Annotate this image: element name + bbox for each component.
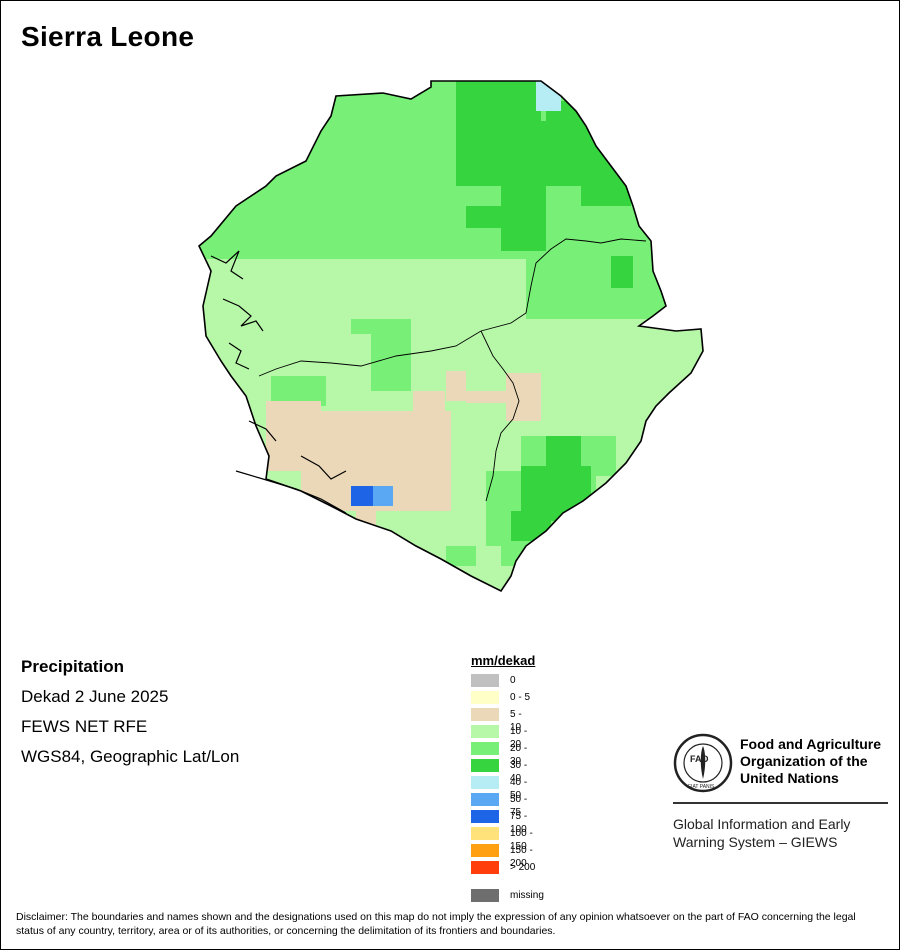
- fao-logo-text: FAO: [690, 754, 709, 764]
- fao-logo-motto: FIAT PANIS: [688, 784, 715, 790]
- legend-item: > 200: [471, 859, 535, 876]
- projection-label: WGS84, Geographic Lat/Lon: [21, 747, 240, 766]
- legend-swatch: [471, 759, 499, 772]
- precip-zone-30-40: [546, 436, 581, 476]
- legend-swatch: [471, 810, 499, 823]
- legend-unit-title: mm/dekad: [471, 653, 536, 668]
- province-boundary-northern: [258, 238, 647, 377]
- org-name-line: Food and Agriculture: [740, 736, 882, 752]
- legend-swatch: [471, 793, 499, 806]
- legend-swatch: [471, 691, 499, 704]
- legend-swatch: [471, 844, 499, 857]
- org-name-line: Organization of the: [740, 753, 868, 769]
- legend-swatch: [471, 827, 499, 840]
- organization-name: Food and Agriculture Organization of the…: [740, 736, 881, 787]
- map-title: Sierra Leone: [21, 21, 195, 52]
- legend-item: 20 - 30: [471, 740, 535, 767]
- giews-line: Warning System – GIEWS: [673, 834, 838, 850]
- legend-item: 30 - 40: [471, 757, 535, 784]
- legend-item: 150 - 200: [471, 842, 535, 869]
- legend-label: > 200: [510, 862, 536, 873]
- giews-system-name: Global Information and Early Warning Sys…: [673, 815, 850, 851]
- legend-label: 10 - 20: [510, 726, 528, 750]
- precip-zone-20-30: [446, 546, 476, 566]
- legend-item: 10 - 20: [471, 723, 535, 750]
- legend-label: 100 - 150: [510, 828, 533, 852]
- legend-item: 75 - 100: [471, 808, 535, 835]
- legend-item: 40 - 50: [471, 774, 535, 801]
- legend-label: 75 - 100: [510, 811, 528, 835]
- giews-line: Global Information and Early: [673, 816, 851, 832]
- org-name-line: United Nations: [740, 770, 839, 786]
- legend-label: 20 - 30: [510, 743, 528, 767]
- precip-zone-5-10: [266, 401, 321, 471]
- legend-item: 100 - 150: [471, 825, 535, 852]
- divider: [673, 802, 888, 804]
- legend-label: missing: [510, 890, 544, 901]
- legend-item: 50 - 75: [471, 791, 535, 818]
- precip-zone-20-30: [526, 259, 666, 319]
- precip-zone-5-10: [356, 506, 376, 531]
- legend-swatch: [471, 889, 499, 902]
- legend-swatch: [471, 725, 499, 738]
- precip-zone-75-100: [351, 486, 373, 506]
- legend-swatch: [471, 776, 499, 789]
- legend-item: 5 - 10: [471, 706, 535, 733]
- legend-label: 0 - 5: [510, 692, 531, 703]
- variable-label: Precipitation: [21, 657, 124, 676]
- precip-zone-5-10: [466, 391, 516, 403]
- precip-zone-40-50: [536, 81, 561, 111]
- source-label: FEWS NET RFE: [21, 717, 148, 736]
- legend: mm/dekad 0 0 - 5 5 - 10 10 - 20 20 - 30 30 - …: [471, 653, 544, 904]
- precip-zone-30-40: [501, 186, 546, 251]
- precip-zone-20-30: [351, 319, 391, 334]
- legend-swatch: [471, 708, 499, 721]
- legend-label: 5 - 10: [510, 709, 522, 733]
- legend-item: 0: [471, 672, 535, 689]
- legend-label: 50 - 75: [510, 794, 528, 818]
- precip-zone-5-10: [446, 371, 466, 401]
- precip-zone-10-20: [199, 269, 291, 299]
- precip-zone-5-10: [301, 471, 351, 501]
- precip-zone-30-40: [611, 256, 633, 288]
- legend-label: 150 - 200: [510, 845, 533, 869]
- legend-label: 30 - 40: [510, 760, 528, 784]
- province-boundary-southern: [480, 330, 520, 502]
- disclaimer: Disclaimer: The boundaries and names sho…: [16, 911, 856, 937]
- precip-zone-50-75: [373, 486, 393, 506]
- precip-zone-30-40: [511, 511, 551, 541]
- legend-item: 0 - 5: [471, 689, 535, 706]
- period-label: Dekad 2 June 2025: [21, 687, 169, 706]
- precip-zone-5-10: [413, 391, 445, 421]
- legend-item-missing: missing: [471, 887, 544, 904]
- legend-swatch: [471, 861, 499, 874]
- fao-logo-icon: FAO FIAT PANIS: [673, 733, 733, 793]
- coastal-features: [210, 250, 347, 514]
- map-info-panel: Precipitation Dekad 2 June 2025 FEWS NET…: [21, 657, 239, 777]
- legend-swatch: [471, 674, 499, 687]
- legend-swatch: [471, 742, 499, 755]
- legend-label: 0: [510, 675, 516, 686]
- legend-label: 40 - 50: [510, 777, 528, 801]
